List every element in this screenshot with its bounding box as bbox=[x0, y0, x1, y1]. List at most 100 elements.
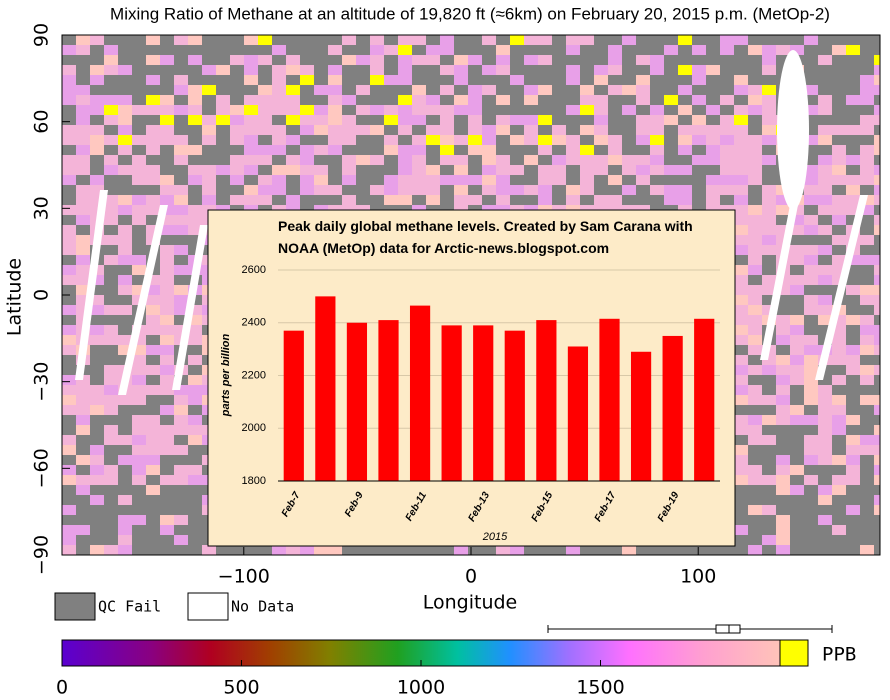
map-cell bbox=[216, 195, 230, 205]
map-cell bbox=[538, 95, 552, 105]
map-cell bbox=[202, 125, 216, 135]
map-cell bbox=[776, 545, 790, 555]
map-cell bbox=[580, 85, 594, 95]
map-cell bbox=[342, 175, 356, 185]
map-cell bbox=[174, 285, 188, 295]
map-cell bbox=[776, 515, 790, 525]
map-cell bbox=[748, 445, 762, 455]
map-cell bbox=[734, 175, 748, 185]
map-cell bbox=[286, 115, 300, 125]
map-cell bbox=[594, 35, 608, 45]
map-cell bbox=[62, 285, 76, 295]
x-axis-label: Longitude bbox=[423, 592, 518, 614]
map-cell bbox=[664, 155, 678, 165]
map-cell bbox=[762, 145, 776, 155]
map-cell bbox=[118, 405, 132, 415]
map-cell bbox=[146, 65, 160, 75]
map-cell bbox=[188, 515, 202, 525]
map-cell bbox=[258, 75, 272, 85]
map-cell bbox=[580, 115, 594, 125]
map-cell bbox=[748, 205, 762, 215]
map-cell bbox=[566, 55, 580, 65]
map-cell bbox=[160, 465, 174, 475]
map-cell bbox=[874, 535, 880, 545]
map-cell bbox=[132, 65, 146, 75]
map-cell bbox=[790, 525, 804, 535]
map-cell bbox=[538, 545, 552, 555]
map-cell bbox=[300, 75, 314, 85]
map-cell bbox=[846, 545, 860, 555]
map-cell bbox=[720, 75, 734, 85]
map-cell bbox=[496, 35, 510, 45]
map-cell bbox=[440, 95, 454, 105]
map-cell bbox=[846, 415, 860, 425]
map-cell bbox=[76, 35, 90, 45]
map-cell bbox=[62, 535, 76, 545]
map-cell bbox=[524, 195, 538, 205]
map-cell bbox=[272, 115, 286, 125]
map-cell bbox=[804, 405, 818, 415]
map-cell bbox=[132, 125, 146, 135]
map-cell bbox=[356, 35, 370, 45]
map-cell bbox=[860, 65, 874, 75]
map-cell bbox=[818, 155, 832, 165]
map-cell bbox=[132, 505, 146, 515]
map-cell bbox=[468, 135, 482, 145]
map-cell bbox=[118, 265, 132, 275]
map-cell bbox=[804, 225, 818, 235]
map-cell bbox=[692, 175, 706, 185]
map-cell bbox=[846, 505, 860, 515]
map-cell bbox=[832, 445, 846, 455]
map-cell bbox=[846, 515, 860, 525]
map-cell bbox=[272, 185, 286, 195]
map-cell bbox=[426, 115, 440, 125]
map-cell bbox=[104, 95, 118, 105]
map-cell bbox=[90, 85, 104, 95]
bar bbox=[283, 330, 304, 481]
map-cell bbox=[384, 145, 398, 155]
map-cell bbox=[622, 105, 636, 115]
map-cell bbox=[692, 55, 706, 65]
map-cell bbox=[636, 185, 650, 195]
map-cell bbox=[174, 255, 188, 265]
map-cell bbox=[860, 55, 874, 65]
map-cell bbox=[412, 45, 426, 55]
map-cell bbox=[412, 65, 426, 75]
map-cell bbox=[90, 275, 104, 285]
map-cell bbox=[314, 45, 328, 55]
map-cell bbox=[272, 155, 286, 165]
map-cell bbox=[790, 395, 804, 405]
map-cell bbox=[566, 185, 580, 195]
map-cell bbox=[160, 495, 174, 505]
map-cell bbox=[440, 545, 454, 555]
map-cell bbox=[118, 515, 132, 525]
map-cell bbox=[440, 165, 454, 175]
map-cell bbox=[146, 475, 160, 485]
map-cell bbox=[860, 185, 874, 195]
map-cell bbox=[832, 185, 846, 195]
map-cell bbox=[188, 405, 202, 415]
map-cell bbox=[118, 215, 132, 225]
map-cell bbox=[580, 545, 594, 555]
map-cell bbox=[818, 535, 832, 545]
map-cell bbox=[706, 85, 720, 95]
map-cell bbox=[76, 175, 90, 185]
map-cell bbox=[188, 45, 202, 55]
map-cell bbox=[300, 135, 314, 145]
map-cell bbox=[104, 225, 118, 235]
map-cell bbox=[706, 45, 720, 55]
map-cell bbox=[818, 195, 832, 205]
map-cell bbox=[734, 295, 748, 305]
map-cell bbox=[776, 355, 790, 365]
map-cell bbox=[860, 535, 874, 545]
map-cell bbox=[90, 315, 104, 325]
no-data-swath bbox=[760, 205, 798, 360]
map-cell bbox=[160, 415, 174, 425]
map-cell bbox=[174, 485, 188, 495]
map-cell bbox=[188, 415, 202, 425]
map-cell bbox=[440, 135, 454, 145]
map-cell bbox=[454, 75, 468, 85]
no-data-swath bbox=[118, 205, 168, 395]
map-cell bbox=[174, 455, 188, 465]
map-cell bbox=[636, 165, 650, 175]
